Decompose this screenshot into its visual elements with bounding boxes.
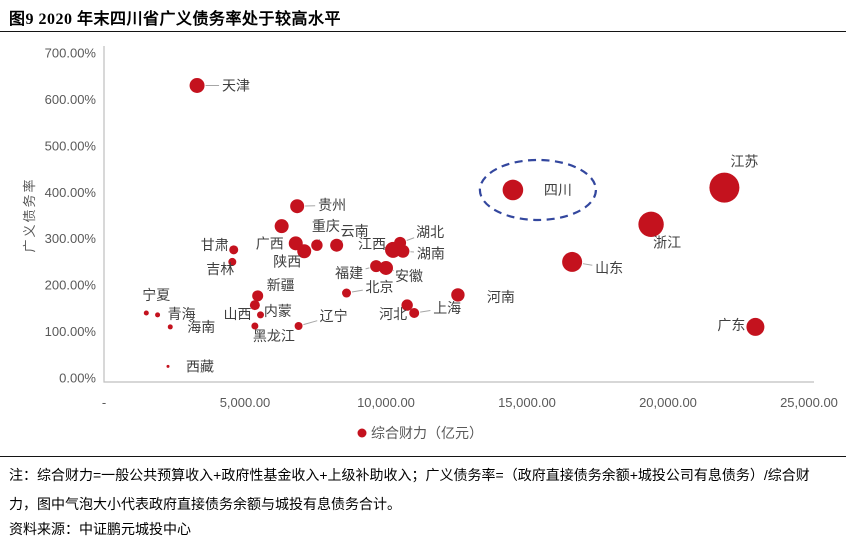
- x-axis-tick: -: [102, 395, 106, 410]
- bubble-label-广东: 广东: [717, 317, 745, 333]
- bubble-吉林: [228, 257, 237, 266]
- y-axis-tick: 500.00%: [45, 138, 97, 153]
- bubble-label-河北: 河北: [379, 306, 407, 322]
- bubble-label-湖南: 湖南: [417, 245, 445, 261]
- bubble-label-上海: 上海: [433, 300, 461, 316]
- bubble-label-贵州: 贵州: [318, 197, 346, 213]
- legend-dot: [357, 428, 367, 438]
- bubble-label-新疆: 新疆: [267, 277, 295, 293]
- bubble-陕西: [297, 244, 312, 259]
- bubble-label-浙江: 浙江: [653, 234, 681, 250]
- bubble-label-辽宁: 辽宁: [320, 308, 348, 324]
- y-axis-tick: 400.00%: [45, 185, 97, 200]
- bubble-label-河南: 河南: [487, 289, 515, 305]
- bubble-甘肃: [229, 245, 239, 255]
- legend-label: 综合财力（亿元）: [371, 425, 483, 441]
- bubble-label-天津: 天津: [222, 78, 250, 94]
- label-leader-line: [351, 289, 363, 293]
- bubble-label-福建: 福建: [335, 265, 363, 281]
- bubble-label-甘肃: 甘肃: [201, 237, 229, 253]
- bubble-河南: [451, 288, 465, 302]
- x-axis-tick: 10,000.00: [357, 395, 415, 410]
- bubble-label-西藏: 西藏: [186, 358, 214, 374]
- y-axis-tick: 300.00%: [45, 231, 97, 246]
- bubble-label-江西: 江西: [358, 236, 386, 252]
- bubble-海南: [167, 324, 173, 330]
- bubble-label-重庆: 重庆: [312, 218, 340, 234]
- bubble-上海: [409, 308, 420, 318]
- bubble-新疆: [252, 290, 264, 302]
- bubble-江苏: [709, 172, 740, 203]
- bubble-贵州: [290, 199, 305, 214]
- axis-lines: [103, 46, 814, 383]
- bubble-label-山西: 山西: [224, 306, 252, 322]
- bubble-河北: [401, 299, 413, 311]
- bubble-内蒙: [249, 300, 260, 311]
- figure-title: 图9 2020 年末四川省广义债务率处于较高水平: [9, 11, 342, 28]
- bubble-label-黑龙江: 黑龙江: [253, 328, 295, 344]
- bubble-浙江: [638, 211, 664, 238]
- y-axis-tick: 600.00%: [45, 92, 97, 107]
- bubble-label-山东: 山东: [595, 260, 623, 276]
- chart-footnote: 注：综合财力=一般公共预算收入+政府性基金收入+上级补助收入；广义债务率=（政府…: [9, 467, 810, 512]
- title-divider: [0, 31, 846, 32]
- bubble-label-内蒙: 内蒙: [264, 303, 292, 319]
- bubble-青海: [155, 312, 161, 318]
- bubble-unlabeled: [274, 219, 289, 234]
- bubble-label-江苏: 江苏: [730, 154, 758, 170]
- x-axis-tick: 25,000.00: [780, 395, 838, 410]
- bubble-label-云南: 云南: [341, 223, 369, 239]
- y-axis-tick: 100.00%: [45, 324, 97, 339]
- bubble-label-青海: 青海: [168, 306, 196, 322]
- label-leader-line: [365, 267, 370, 270]
- bubble-山东: [562, 251, 583, 272]
- bubble-label-四川: 四川: [544, 182, 572, 198]
- y-axis-tick: 200.00%: [45, 278, 97, 293]
- y-axis-tick: 700.00%: [45, 46, 97, 61]
- label-leader-line: [582, 263, 593, 266]
- bubble-云南: [330, 238, 344, 252]
- bubble-西藏: [166, 364, 170, 368]
- bubble-label-宁夏: 宁夏: [142, 287, 170, 303]
- bubble-北京: [342, 288, 352, 298]
- bubble-label-湖北: 湖北: [416, 224, 444, 240]
- bubble-label-北京: 北京: [366, 279, 394, 295]
- y-axis-title: 广义债务率: [22, 177, 37, 252]
- bubble-黑龙江: [251, 322, 259, 330]
- bubble-label-广西: 广西: [256, 235, 284, 251]
- label-leader-line: [303, 320, 318, 326]
- label-leader-line: [420, 310, 431, 313]
- bubble-label-海南: 海南: [187, 319, 215, 335]
- bubble-label-陕西: 陕西: [273, 253, 301, 269]
- bubble-chart: 0.00% 100.00% 200.00% 300.00% 400.00% 500.00%…: [22, 46, 838, 442]
- x-axis-tick: 5,000.00: [220, 395, 271, 410]
- bubble-湖南: [396, 244, 410, 258]
- bubble-宁夏: [143, 310, 149, 316]
- x-axis-tick: 20,000.00: [639, 395, 697, 410]
- bubble-四川: [502, 179, 524, 201]
- highlight-ellipse-sichuan: [478, 158, 598, 222]
- bubble-天津: [189, 78, 205, 93]
- bubble-山西: [257, 311, 265, 319]
- y-axis-tick: 0.00%: [59, 371, 96, 386]
- bubble-广东: [746, 317, 765, 336]
- bubble-安徽: [379, 260, 393, 275]
- data-source: 资料来源：中证鹏元城投中心: [9, 521, 191, 537]
- bubble-辽宁: [294, 322, 303, 330]
- bubble-label-吉林: 吉林: [206, 261, 234, 277]
- label-leader-line: [406, 237, 415, 241]
- bubble-label-安徽: 安徽: [395, 268, 423, 284]
- bubble-重庆: [311, 239, 323, 251]
- notes-divider: [0, 456, 846, 457]
- x-axis-tick: 15,000.00: [498, 395, 556, 410]
